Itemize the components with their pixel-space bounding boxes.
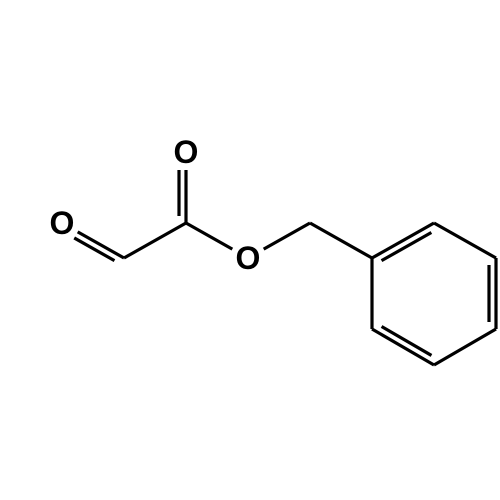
atom-label: O — [236, 240, 261, 276]
atom-label: O — [50, 205, 75, 241]
molecule-diagram: O O O — [0, 0, 500, 500]
atom-label: O — [174, 134, 199, 170]
